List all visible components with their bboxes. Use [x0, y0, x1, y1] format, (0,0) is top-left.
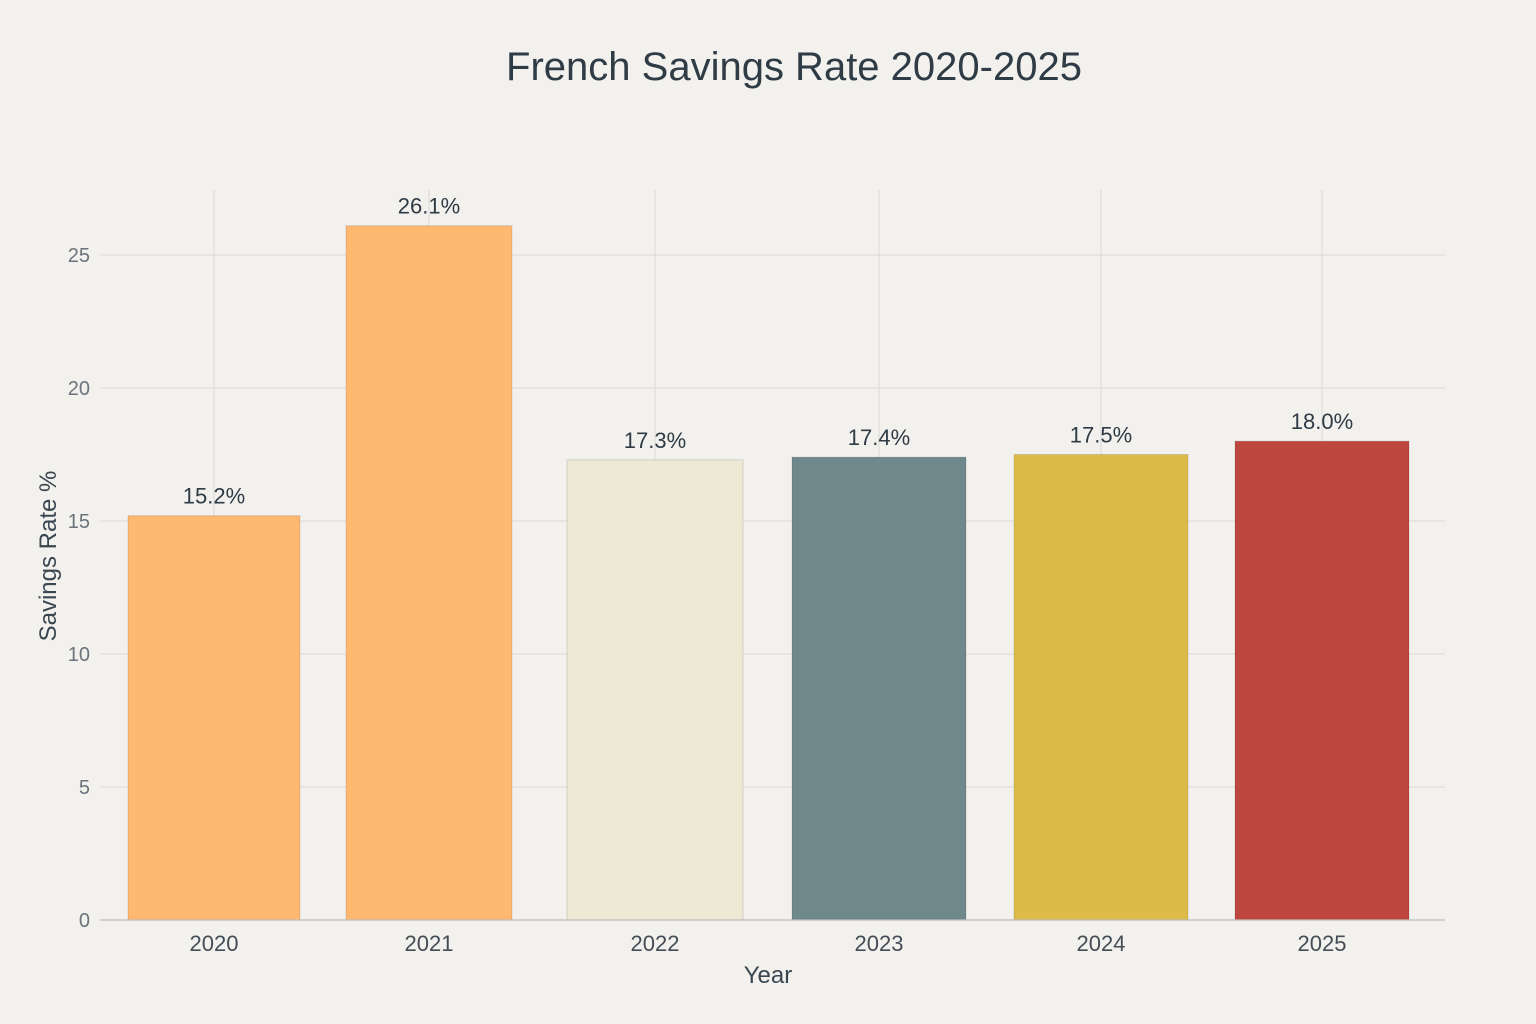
x-tick-label: 2023	[855, 931, 904, 956]
data-label-2021: 26.1%	[398, 194, 460, 219]
bar-2021	[345, 225, 513, 921]
y-tick-label: 10	[68, 644, 90, 666]
data-label-2025: 18.0%	[1291, 409, 1353, 434]
y-tick-label: 25	[68, 245, 90, 267]
y-tick-label: 20	[68, 378, 90, 400]
data-label-2023: 17.4%	[848, 425, 910, 450]
y-axis-label: Savings Rate %	[35, 471, 62, 642]
chart-title: French Savings Rate 2020-2025	[506, 45, 1082, 89]
y-tick-label: 5	[79, 777, 90, 799]
data-label-2020: 15.2%	[183, 484, 245, 509]
x-tick-label: 2025	[1298, 931, 1347, 956]
bar-2024	[1013, 454, 1189, 921]
x-tick-label: 2024	[1077, 931, 1126, 956]
x-tick-label: 2021	[405, 931, 454, 956]
data-labels: 15.2% 26.1% 17.3% 17.4% 17.5% 18.0%	[183, 194, 1353, 509]
y-tick-label: 0	[79, 910, 90, 932]
bar-2025	[1234, 440, 1410, 921]
data-label-2022: 17.3%	[624, 428, 686, 453]
x-axis-label: Year	[744, 962, 793, 989]
y-tick-label: 15	[68, 511, 90, 533]
bar-2023	[791, 456, 967, 921]
x-axis-ticks: 2020 2021 2022 2023 2024 2025	[190, 931, 1347, 956]
y-axis-ticks: 0 5 10 15 20 25	[68, 245, 90, 932]
x-tick-label: 2020	[190, 931, 239, 956]
x-tick-label: 2022	[631, 931, 680, 956]
bar-2020	[127, 515, 301, 921]
bars	[127, 225, 1410, 921]
data-label-2024: 17.5%	[1070, 423, 1132, 448]
bar-2022	[566, 459, 744, 921]
